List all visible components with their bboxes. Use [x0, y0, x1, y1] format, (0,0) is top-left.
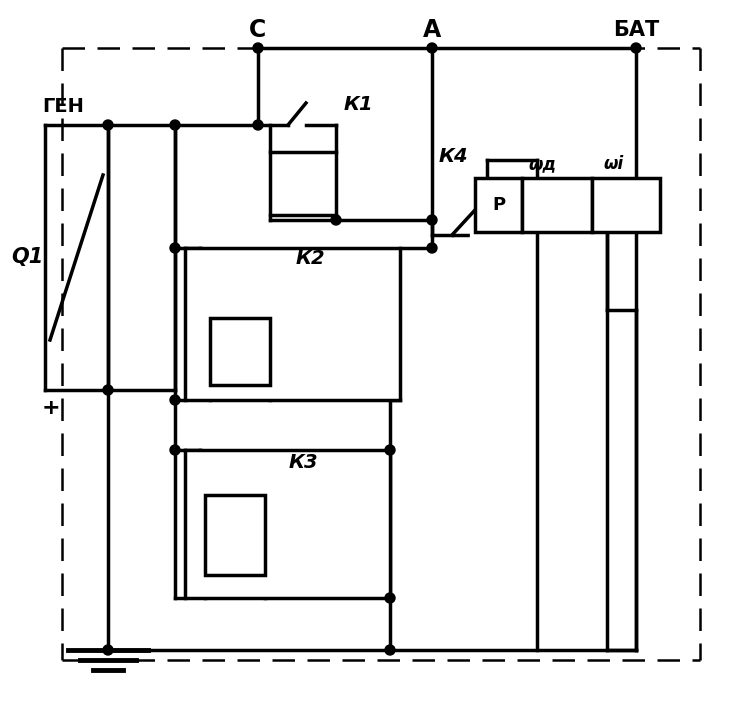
Text: БАТ: БАТ — [613, 20, 659, 40]
Circle shape — [385, 445, 395, 455]
Circle shape — [170, 395, 180, 405]
Text: К1: К1 — [343, 95, 373, 114]
Text: Р: Р — [492, 196, 505, 214]
Bar — [475, 178, 522, 232]
Text: К4: К4 — [438, 147, 468, 166]
Text: К2: К2 — [295, 248, 325, 267]
Circle shape — [331, 215, 341, 225]
Text: ГЕН: ГЕН — [42, 97, 84, 116]
Bar — [270, 152, 336, 215]
Bar — [185, 248, 400, 400]
Text: К3: К3 — [288, 453, 317, 472]
Bar — [205, 495, 265, 575]
Text: +: + — [42, 398, 61, 418]
Bar — [210, 318, 270, 385]
Circle shape — [103, 385, 113, 395]
Circle shape — [170, 445, 180, 455]
Circle shape — [253, 43, 263, 53]
Text: Q1: Q1 — [11, 247, 43, 267]
Circle shape — [631, 43, 641, 53]
Text: ωi: ωi — [604, 155, 624, 173]
Circle shape — [103, 645, 113, 655]
Text: ωд: ωд — [528, 155, 556, 173]
Text: А: А — [423, 18, 441, 42]
Circle shape — [103, 120, 113, 130]
Circle shape — [385, 645, 395, 655]
Circle shape — [385, 593, 395, 603]
Bar — [522, 178, 592, 232]
Bar — [185, 450, 390, 598]
Bar — [592, 178, 660, 232]
Circle shape — [253, 120, 263, 130]
Circle shape — [427, 243, 437, 253]
Circle shape — [427, 215, 437, 225]
Circle shape — [170, 120, 180, 130]
Circle shape — [170, 243, 180, 253]
Text: С: С — [249, 18, 266, 42]
Circle shape — [427, 43, 437, 53]
